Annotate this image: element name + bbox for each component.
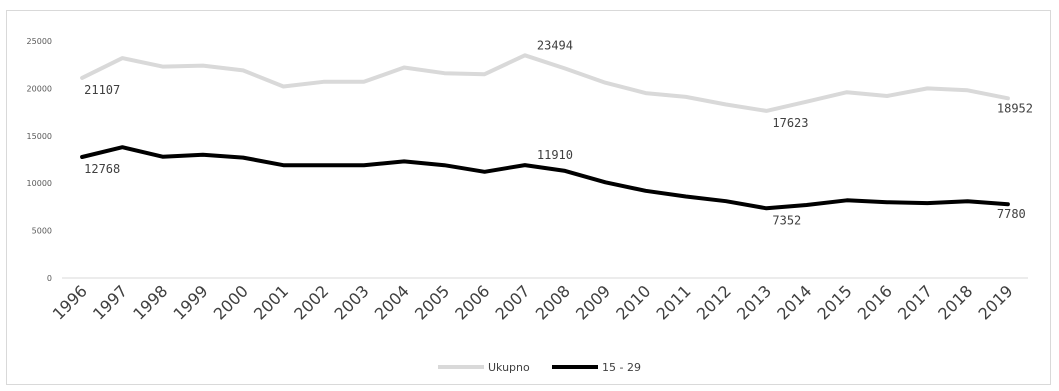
x-tick-label: 2016: [854, 281, 896, 323]
x-tick-label: 2018: [934, 281, 976, 323]
x-tick-label: 1999: [169, 281, 211, 323]
y-tick-label: 10000: [27, 179, 52, 188]
legend-label: 15 - 29: [602, 361, 641, 374]
x-tick-label: 1996: [49, 281, 91, 323]
x-tick-label: 2014: [773, 281, 815, 323]
data-label: 12768: [84, 162, 120, 176]
x-tick-label: 2004: [371, 281, 413, 323]
data-label: 7780: [997, 207, 1026, 221]
y-axis: 0 5000 10000 15000 20000 25000: [27, 37, 52, 283]
x-axis: 1996199719981999200020012002200320042005…: [49, 277, 1028, 324]
data-label: 23494: [537, 38, 573, 52]
x-tick-label: 2019: [974, 281, 1016, 323]
x-tick-label: 2011: [652, 281, 694, 323]
x-tick-label: 2007: [491, 281, 533, 323]
data-label: 11910: [537, 148, 573, 162]
data-label: 17623: [772, 116, 808, 130]
x-tick-label: 1998: [129, 281, 171, 323]
x-tick-label: 2010: [612, 281, 654, 323]
x-tick-label: 2006: [451, 281, 493, 323]
y-tick-label: 25000: [27, 37, 52, 46]
data-labels: 21107 23494 17623 18952 12768 11910 7352 7780: [84, 38, 1033, 227]
x-tick-label: 2000: [210, 281, 252, 323]
x-tick-label: 2008: [532, 281, 574, 323]
data-label: 21107: [84, 83, 120, 97]
y-tick-label: 15000: [27, 132, 52, 141]
x-tick-label: 2015: [813, 281, 855, 323]
x-tick-label: 1997: [89, 281, 131, 323]
series-layer: [80, 53, 1010, 211]
x-tick-label: 2012: [693, 281, 735, 323]
y-tick-label: 5000: [32, 227, 52, 236]
x-tick-label: 2003: [330, 281, 372, 323]
data-label: 7352: [772, 213, 801, 227]
x-tick-label: 2002: [290, 281, 332, 323]
y-tick-label: 20000: [27, 84, 52, 93]
y-tick-label: 0: [47, 274, 52, 283]
x-tick-label: 2005: [411, 281, 453, 323]
x-tick-label: 2017: [894, 281, 936, 323]
chart-frame: [6, 10, 1051, 385]
series-line-15-29: [80, 145, 1010, 211]
series-line-ukupno: [80, 53, 1010, 113]
legend-label: Ukupno: [488, 361, 530, 374]
data-label: 18952: [997, 101, 1033, 115]
x-tick-label: 2013: [733, 281, 775, 323]
x-tick-label: 2001: [250, 281, 292, 323]
legend: Ukupno 15 - 29: [438, 361, 641, 374]
x-tick-label: 2009: [572, 281, 614, 323]
